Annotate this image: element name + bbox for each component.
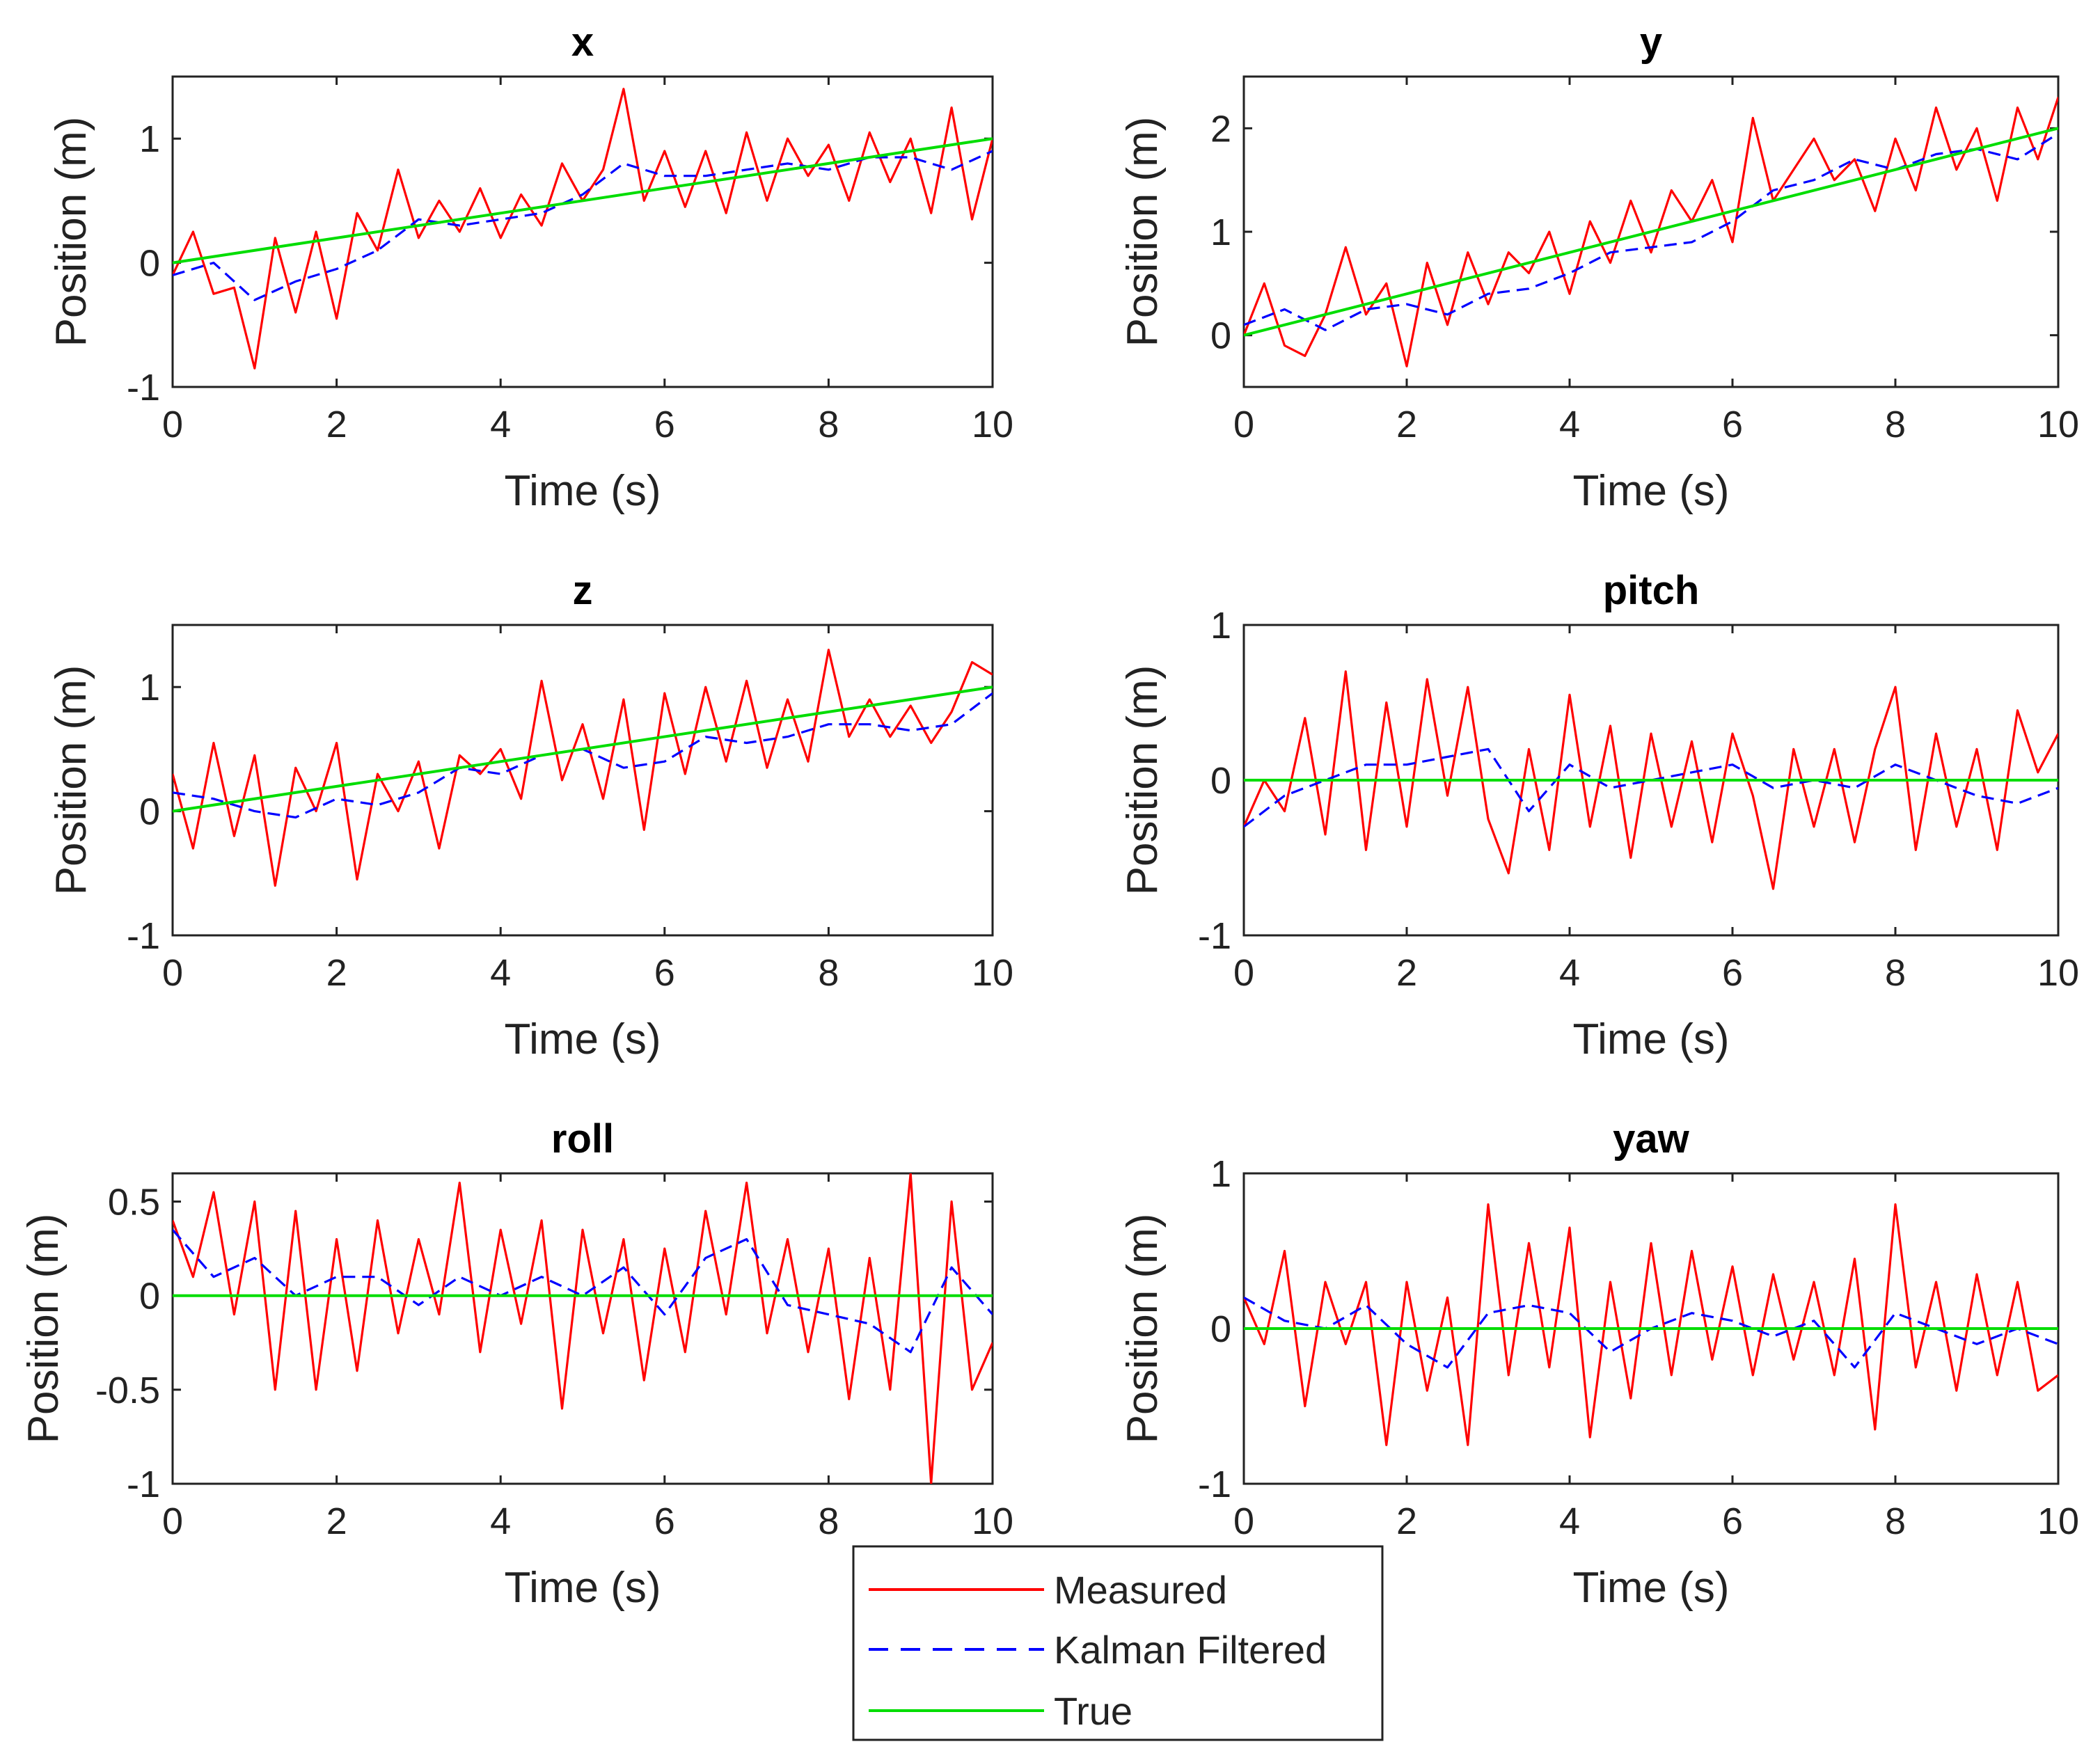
x-tick-label: 0 — [162, 404, 183, 445]
legend-label: Measured — [1054, 1568, 1227, 1612]
y-tick-label: 0 — [1210, 1308, 1231, 1350]
x-tick-label: 8 — [1885, 1500, 1906, 1542]
x-tick-label: 0 — [1233, 1500, 1254, 1542]
kalman-filtered-line — [173, 150, 993, 301]
subplot-roll: 0 2 4 6 8 10 -1 -0.5 0 0.5 roll Time (s) Position (m… — [19, 1116, 1013, 1612]
x-tick-label: 4 — [490, 404, 511, 445]
true-line — [1244, 127, 2058, 337]
axes-box — [1242, 75, 2060, 388]
measured-line — [173, 649, 993, 887]
x-tick-label: 8 — [1885, 952, 1906, 994]
y-axis-label: Position (m) — [47, 117, 95, 347]
legend-box — [852, 1545, 1384, 1741]
y-tick-label: -1 — [1198, 1464, 1231, 1505]
y-axis-label: Position (m) — [1119, 665, 1167, 896]
subplot-title: yaw — [1613, 1116, 1690, 1162]
x-tick-label: 4 — [490, 952, 511, 994]
true-line — [173, 137, 993, 264]
legend-label: True — [1054, 1689, 1132, 1733]
y-axis-label: Position (m) — [1119, 1214, 1167, 1444]
x-axis-label: Time (s) — [505, 1015, 661, 1063]
x-tick-label: 10 — [2037, 1500, 2079, 1542]
y-tick-label: 1 — [139, 118, 160, 160]
x-tick-label: 8 — [818, 1500, 839, 1542]
kalman-filtered-line — [173, 1229, 993, 1354]
x-tick-label: 6 — [1722, 404, 1743, 445]
true-line — [173, 686, 993, 813]
x-tick-label: 10 — [972, 1500, 1013, 1542]
y-tick-label: 1 — [1210, 212, 1231, 253]
subplot-title: z — [573, 568, 593, 613]
x-tick-label: 2 — [326, 952, 347, 994]
x-tick-label: 0 — [1233, 404, 1254, 445]
x-tick-label: 8 — [818, 404, 839, 445]
x-tick-label: 6 — [654, 1500, 675, 1542]
y-tick-label: 0 — [139, 243, 160, 285]
y-tick-label: 1 — [1210, 605, 1231, 647]
x-tick-label: 2 — [1396, 404, 1417, 445]
x-tick-label: 10 — [972, 952, 1013, 994]
x-tick-label: 10 — [2037, 404, 2079, 445]
y-tick-label: 0 — [1210, 315, 1231, 357]
x-axis-label: Time (s) — [1573, 467, 1730, 515]
measured-line — [1244, 670, 2058, 890]
x-tick-label: 2 — [1396, 1500, 1417, 1542]
y-tick-label: 0.5 — [108, 1182, 160, 1223]
x-tick-label: 0 — [1233, 952, 1254, 994]
x-tick-label: 10 — [972, 404, 1013, 445]
kalman-filtered-line — [1244, 132, 2058, 331]
x-tick-label: 4 — [1559, 1500, 1580, 1542]
subplot-title: x — [571, 19, 594, 65]
y-tick-label: -1 — [127, 915, 160, 957]
subplot-title: pitch — [1603, 568, 1700, 613]
measured-line — [1244, 1203, 2058, 1446]
y-tick-label: -1 — [1198, 915, 1231, 957]
y-tick-label: -1 — [127, 367, 160, 409]
x-tick-label: 2 — [326, 404, 347, 445]
x-axis-label: Time (s) — [505, 1564, 661, 1612]
x-axis-label: Time (s) — [505, 467, 661, 515]
x-tick-label: 8 — [1885, 404, 1906, 445]
x-tick-label: 0 — [162, 952, 183, 994]
x-tick-label: 10 — [2037, 952, 2079, 994]
y-tick-label: 1 — [139, 667, 160, 708]
x-tick-label: 6 — [1722, 952, 1743, 994]
x-tick-label: 4 — [1559, 404, 1580, 445]
y-tick-label: 2 — [1210, 108, 1231, 150]
measured-line — [173, 1173, 993, 1484]
y-tick-label: 0 — [139, 791, 160, 833]
legend: Measured Kalman Filtered True — [852, 1545, 1384, 1741]
subplot-title: roll — [551, 1116, 614, 1162]
x-tick-label: 6 — [654, 404, 675, 445]
y-axis-label: Position (m) — [19, 1214, 68, 1444]
y-tick-label: -0.5 — [95, 1370, 160, 1411]
x-axis-label: Time (s) — [1573, 1015, 1730, 1063]
x-tick-label: 0 — [162, 1500, 183, 1542]
y-tick-label: 0 — [139, 1276, 160, 1317]
y-tick-label: 0 — [1210, 760, 1231, 802]
x-tick-label: 6 — [1722, 1500, 1743, 1542]
x-tick-label: 4 — [1559, 952, 1580, 994]
x-tick-label: 8 — [818, 952, 839, 994]
x-axis-label: Time (s) — [1573, 1564, 1730, 1612]
subplot-title: y — [1640, 19, 1662, 65]
y-axis-label: Position (m) — [47, 665, 95, 896]
x-tick-label: 6 — [654, 952, 675, 994]
axes-box — [171, 75, 994, 388]
subplot-y: 0 2 4 6 8 10 0 1 2 y Time (s) Position (m) — [1119, 19, 2079, 515]
y-tick-label: 1 — [1210, 1153, 1231, 1195]
x-tick-label: 4 — [490, 1500, 511, 1542]
axes-box — [171, 624, 994, 937]
y-tick-label: -1 — [127, 1464, 160, 1505]
x-tick-label: 2 — [326, 1500, 347, 1542]
x-tick-label: 2 — [1396, 952, 1417, 994]
y-axis-label: Position (m) — [1119, 117, 1167, 347]
legend-label: Kalman Filtered — [1054, 1628, 1327, 1672]
